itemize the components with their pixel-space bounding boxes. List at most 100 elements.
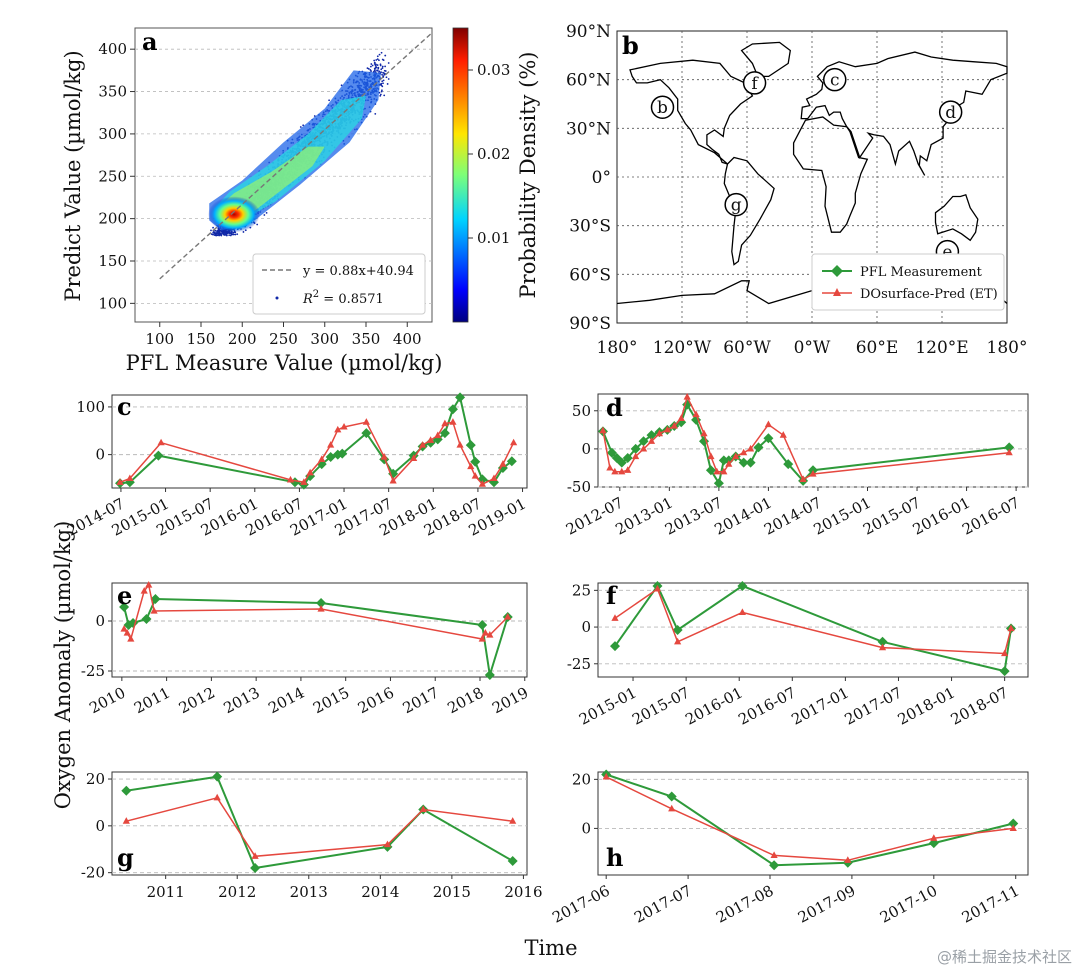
pred-point xyxy=(655,429,664,437)
scatter-point xyxy=(378,70,381,73)
scatter-point xyxy=(212,226,214,229)
x-tick-label: 2010 xyxy=(86,683,128,717)
scatter-point xyxy=(381,89,383,92)
scatter-point xyxy=(377,67,380,70)
site-label-e: e xyxy=(942,243,952,263)
lat-tick-label: 90°S xyxy=(569,314,611,334)
x-tick-label: 300 xyxy=(310,330,339,348)
scatter-point xyxy=(212,231,215,234)
pred-point xyxy=(150,607,158,614)
pred-point xyxy=(127,635,135,642)
coastline-north-america xyxy=(629,59,754,165)
scatter-point xyxy=(383,94,386,97)
x-tick-label: 2012 xyxy=(176,683,218,717)
pred-point xyxy=(606,463,614,471)
lat-tick-label: 90°N xyxy=(566,22,611,42)
y-tick-label: 350 xyxy=(98,83,127,101)
scatter-point xyxy=(217,232,220,234)
lat-tick-label: 30°N xyxy=(566,119,611,139)
lon-tick-label: 180° xyxy=(987,338,1028,358)
pfl-point xyxy=(705,465,716,476)
coastline-eurasia xyxy=(800,51,1008,176)
scatter-point xyxy=(234,233,237,236)
pfl-point xyxy=(672,625,683,635)
pred-point xyxy=(677,414,685,421)
pred-point xyxy=(668,804,676,812)
pred-point xyxy=(213,793,221,801)
pred-point xyxy=(746,444,755,452)
x-tick-label: 2017 xyxy=(400,683,442,717)
scatter-point xyxy=(381,80,384,83)
legend-pfl-marker xyxy=(831,265,843,277)
scatter-point xyxy=(216,233,219,236)
y-tick-label: 100 xyxy=(98,294,127,312)
x-tick-label: 250 xyxy=(269,330,298,348)
scatter-point xyxy=(217,229,220,232)
pfl-point xyxy=(361,428,372,439)
shared-ylabel: Oxygen Anomaly (µmol/kg) xyxy=(51,521,75,810)
scatter-point xyxy=(376,55,379,58)
pfl-point xyxy=(455,392,466,403)
x-tick-label: 350 xyxy=(352,330,381,348)
pred-point xyxy=(770,851,778,858)
legend-r2-value: = 0.8571 xyxy=(319,292,384,307)
pred-point xyxy=(123,629,131,636)
y-tick-label: 150 xyxy=(98,252,127,270)
y-tick-label: -25 xyxy=(81,662,105,680)
y-tick-label: -20 xyxy=(81,864,105,882)
x-tick-label: 2017-09 xyxy=(795,881,858,926)
scatter-point xyxy=(380,82,383,85)
pred-point xyxy=(611,467,619,475)
x-tick-label: 2013 xyxy=(221,683,263,717)
colorbar-tick-label: 0.03 xyxy=(477,61,510,79)
legend-r2-label: R2 = 0.8571 xyxy=(302,289,384,307)
panel-label-g: g xyxy=(117,843,134,872)
pred-point xyxy=(740,448,748,456)
site-label-f: f xyxy=(751,74,759,94)
scatter-point xyxy=(374,69,376,71)
pred-point xyxy=(434,431,442,439)
panel-b-map: b f c d g e 90°N 60°N 30°N 0° 30°S 60°S 90°S 180° 120°… xyxy=(566,22,1027,358)
scatter-point xyxy=(236,233,239,236)
panel-label-f: f xyxy=(606,581,618,610)
scatter-point xyxy=(379,63,382,66)
pfl-point xyxy=(439,428,450,439)
fit-line xyxy=(159,32,433,280)
scatter-point xyxy=(376,58,379,61)
pred-point xyxy=(683,393,691,400)
pfl-point xyxy=(753,442,764,453)
pfl-point xyxy=(622,453,633,464)
scatter-point xyxy=(263,214,266,216)
series-line-pred xyxy=(605,776,1014,862)
pred-point xyxy=(449,418,457,425)
x-tick-label: 2011 xyxy=(131,683,173,717)
watermark: @稀土掘金技术社区 xyxy=(937,948,1072,966)
pfl-point xyxy=(506,456,517,467)
pred-point xyxy=(126,474,134,482)
pred-point xyxy=(419,805,427,813)
scatter-point xyxy=(380,84,383,87)
y-tick-label: 0 xyxy=(95,817,105,835)
legend-pred-label: DOsurface-Pred (ET) xyxy=(860,287,998,302)
scatter-point xyxy=(232,233,235,236)
scatter-point xyxy=(379,93,382,96)
colorbar-tick-label: 0.02 xyxy=(477,145,510,163)
y-tick-label: -25 xyxy=(567,655,591,673)
pred-point xyxy=(504,613,512,620)
shared-xlabel: Time xyxy=(524,936,577,960)
pred-point xyxy=(713,467,721,475)
pfl-point xyxy=(484,670,495,680)
y-tick-label: 400 xyxy=(98,40,127,58)
scatter-point xyxy=(384,65,387,68)
lon-tick-label: 60°W xyxy=(723,338,771,358)
pfl-point xyxy=(737,580,748,591)
pred-point xyxy=(670,422,678,429)
pred-point xyxy=(478,480,486,487)
pred-point xyxy=(334,425,342,433)
pred-point xyxy=(599,426,607,434)
lon-tick-label: 0°W xyxy=(794,338,831,358)
legend-pred-marker xyxy=(833,288,841,296)
x-tick-label: 2018-01 xyxy=(895,683,958,728)
colorbar-label: Probability Density (%) xyxy=(516,52,540,299)
scatter-point xyxy=(376,69,379,72)
